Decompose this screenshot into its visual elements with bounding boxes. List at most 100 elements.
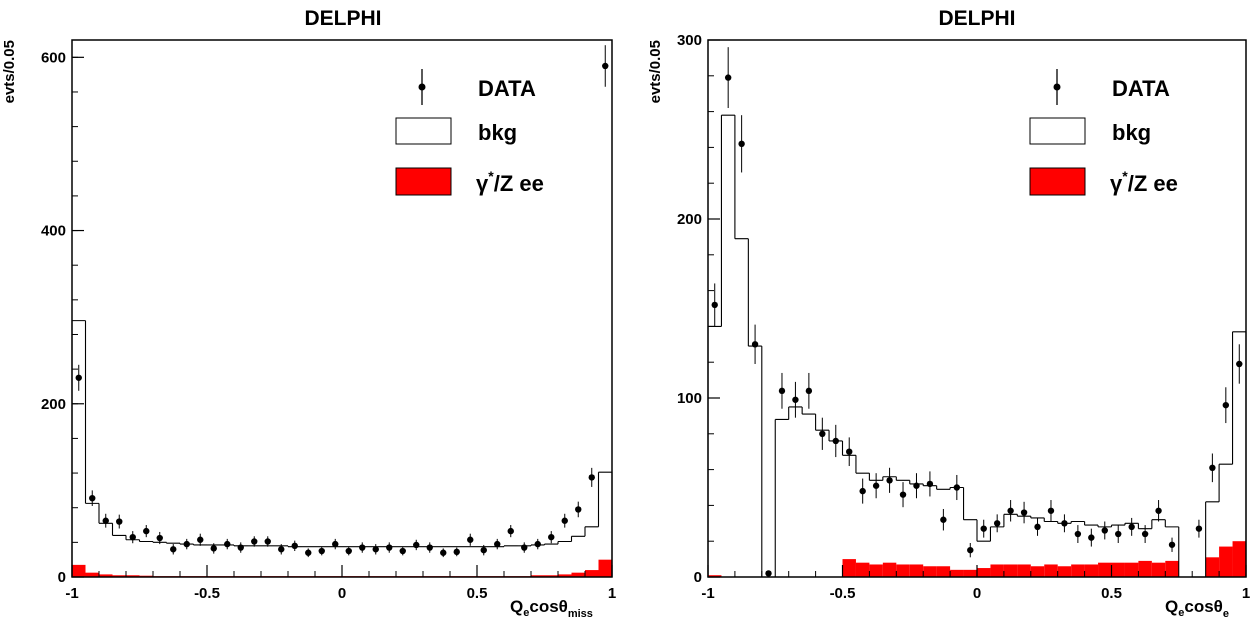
background-step [570, 535, 585, 542]
data-point [1061, 520, 1068, 527]
background-step [801, 406, 816, 415]
signal-bar [1017, 564, 1031, 577]
y-tick-label: 100 [677, 390, 702, 407]
background-step [976, 519, 991, 542]
data-point [251, 538, 258, 545]
legend-bkg-label: bkg [1112, 120, 1151, 145]
y-tick-label: 200 [41, 396, 66, 413]
data-points [75, 45, 609, 558]
data-point [886, 477, 893, 484]
data-point [588, 474, 595, 481]
signal-bar [598, 559, 612, 577]
data-point [75, 374, 82, 381]
signal-bar [882, 562, 897, 577]
data-point [1115, 530, 1122, 538]
data-point [1128, 523, 1135, 531]
signal-bar [571, 572, 585, 577]
signal-bar [1057, 566, 1072, 577]
background-step [584, 526, 599, 537]
left-chart: DELPHI evts/0.05 -1 -0.5 0 0.5 1 0200400600 … [1, 7, 616, 620]
background-step [963, 487, 977, 521]
data-point [913, 482, 920, 489]
x-tick-label: 1 [1242, 585, 1250, 602]
data-point [426, 544, 433, 551]
signal-bar [950, 569, 964, 577]
signal-bar [708, 575, 722, 577]
data-point [1047, 507, 1055, 514]
signal-bar [1098, 562, 1112, 577]
plot-frame [71, 39, 613, 578]
data-point [872, 482, 880, 489]
data-point [1236, 360, 1243, 368]
x-tick-label: -1 [65, 585, 78, 602]
data-point [345, 547, 352, 555]
x-tick-label: 0 [338, 585, 346, 602]
y-axis-label: evts/0.05 [647, 40, 664, 103]
signal-bar [963, 569, 977, 577]
background-step [1084, 521, 1099, 526]
data-point [953, 484, 961, 491]
data-point [278, 546, 285, 553]
background-step [761, 346, 776, 578]
data-point [832, 437, 839, 445]
x-tick-label: 0 [973, 585, 981, 602]
data-point [967, 546, 974, 554]
data-point [359, 544, 366, 551]
data-point [116, 518, 123, 525]
y-tick-label: 300 [677, 32, 702, 49]
signal-bar [1111, 562, 1125, 577]
x-axis-label: Qecosθmiss [510, 597, 593, 620]
y-tick-label: 200 [677, 211, 702, 228]
signal-bar [842, 559, 856, 577]
x-tick-label: -0.5 [194, 585, 220, 602]
data-point [602, 62, 609, 70]
signal-bar [1138, 560, 1152, 577]
signal-bar [1084, 564, 1099, 577]
data-point [440, 549, 447, 556]
data-point [1088, 534, 1095, 541]
signal-bar [923, 566, 937, 577]
plot-frame [707, 39, 1247, 578]
signal-bar [126, 575, 140, 577]
data-point [480, 546, 487, 554]
signal-bar [99, 574, 113, 577]
data-point [386, 544, 393, 551]
data-point [738, 140, 745, 148]
data-point [494, 540, 501, 548]
data-point [507, 527, 514, 535]
background-step [111, 523, 126, 536]
signal-bar [977, 568, 991, 577]
signal-bar [85, 572, 99, 577]
background-step [557, 540, 572, 545]
signal-bar [1151, 562, 1166, 577]
y-tick-label: 0 [58, 569, 66, 586]
y-axis-ticks: 0 200 400 600 [41, 49, 84, 586]
data-point [1074, 530, 1082, 538]
data-point [1101, 527, 1108, 534]
data-point [926, 480, 934, 488]
data-point [778, 387, 786, 395]
data-point [453, 548, 460, 556]
background-step [1178, 526, 1193, 578]
x-tick-label: 0.5 [467, 585, 488, 602]
data-point [899, 491, 907, 498]
x-tick-label: 1 [608, 585, 616, 602]
y-tick-label: 400 [41, 223, 66, 240]
data-point [143, 527, 150, 535]
data-point [575, 506, 582, 513]
legend-bkg-swatch [395, 117, 452, 145]
data-point [183, 540, 190, 548]
background-step [734, 115, 749, 240]
signal-bar [544, 575, 558, 577]
data-point [711, 301, 718, 309]
background-step [71, 320, 86, 577]
data-point [291, 542, 298, 550]
signal-bar [1071, 564, 1085, 577]
data-point [792, 396, 799, 403]
signal-bar [990, 564, 1004, 577]
data-points [711, 47, 1243, 577]
signal-bar [1044, 564, 1058, 577]
data-point [846, 448, 853, 455]
data-point [534, 540, 541, 548]
legend-bkg-label: bkg [478, 120, 517, 145]
